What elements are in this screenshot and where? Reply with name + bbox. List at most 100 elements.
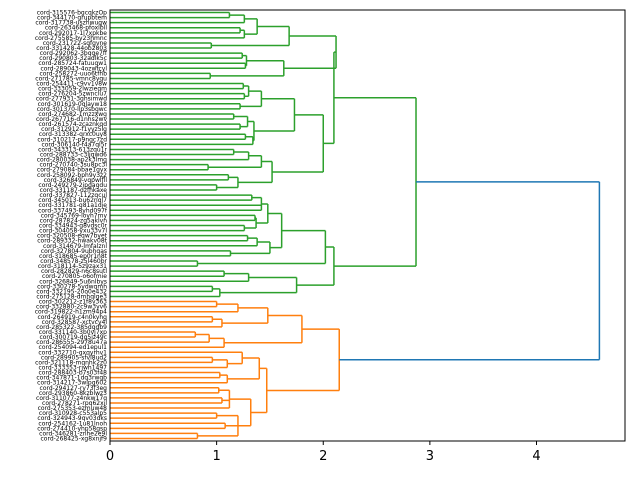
dendrogram-link (110, 303, 239, 313)
leaf-label: cord-270740-3su8pc3l (39, 162, 107, 169)
dendrogram-link (296, 246, 335, 286)
leaf-label: cord-258272-uuo6tfhb (39, 70, 107, 77)
dendrogram-link (110, 432, 199, 440)
dendrogram-link (110, 113, 235, 120)
leaf-label: cord-330278-5ydwqmh (37, 283, 107, 290)
dendrogram-link (253, 97, 296, 132)
dendrogram-link (110, 374, 229, 384)
dendrogram-link (110, 163, 209, 171)
leaf-label: cord-313382-qrxc0uy8 (39, 131, 107, 138)
dendrogram-link (244, 18, 258, 35)
dendrogram-link (110, 331, 197, 338)
dendrogram-link (219, 276, 298, 294)
dendrogram-link (210, 59, 285, 77)
dendrogram-link (110, 316, 214, 323)
dendrogram-link (110, 103, 241, 110)
leaf-label: cord-343313-613zqu1r (38, 146, 107, 153)
leaf-label: cord-320508-eqw7byet (37, 233, 108, 240)
leaf-label: cord-333059-2lwzieqm (38, 86, 107, 93)
dendrogram-link (110, 237, 258, 247)
leaf-label: cord-278271-rpq62xjl (42, 400, 107, 407)
leaf-label: cord-258092-bph9y3z2 (37, 172, 107, 179)
leaf-label: cord-348578-z5l460br (40, 258, 107, 265)
leaf-label: cord-274410-yhp58gsp (37, 425, 107, 432)
dendrogram-link (250, 367, 268, 414)
leaf-label: cord-311077-z4nkw17q (36, 395, 107, 402)
dendrogram-link (333, 97, 417, 267)
dendrogram-link (110, 359, 229, 369)
leaf-label: cord-333353-rjwh1497 (39, 364, 108, 371)
dendrogram-link (110, 196, 263, 212)
dendrogram-link (272, 114, 325, 173)
leaf-label: cord-285322-385dgdb9 (36, 324, 107, 331)
leaf-label: cord-292017-1l7xpkbe (39, 30, 107, 37)
x-axis-ticks: 0 1 2 3 4 (106, 441, 541, 464)
leaf-label: cord-249279-2ipgagdu (38, 182, 107, 189)
leaf-label: cord-275128-dmhqlge3 (36, 293, 107, 300)
leaf-label: cord-324943-9qv03dks (37, 415, 107, 422)
leaf-label: cord-289332-hwakv08t (37, 238, 107, 245)
leaf-label: cord-254162-1u81lnoh (38, 420, 107, 427)
leaf-label: cord-312912-f1yyz5lg (41, 126, 107, 133)
dendrogram-link (110, 224, 246, 232)
leaf-label: cord-275353-ezmuw48 (38, 405, 108, 412)
leaf-label: cord-331428-44ob2803 (36, 45, 107, 52)
leaf-label: cord-277931-3ghsimwd (36, 96, 107, 103)
dendrogram-link (229, 398, 252, 427)
leaf-label: cord-318114-5z9zax31 (38, 263, 107, 270)
dendrogram-link (110, 29, 246, 39)
dendrogram-link (110, 151, 250, 161)
dendrogram-link (110, 389, 231, 409)
dendrogram-link (227, 357, 261, 380)
dendrogram-link (110, 92, 246, 100)
dendrogram-link (339, 181, 601, 361)
leaf-label: cord-300719-dg5jz49c (39, 334, 107, 341)
dendrogram-link (110, 72, 211, 80)
dendrogram-link (110, 270, 225, 277)
leaf-label: cord-326849-5u6nlbys (39, 278, 107, 285)
leaf-label: cord-331781-g81a1dje (39, 202, 108, 209)
dendrogram-link (197, 414, 239, 437)
leaf-label: cord-332880-2c9w3yv6 (36, 304, 107, 311)
dendrogram-link (221, 307, 269, 324)
dendrogram-link (110, 11, 231, 19)
dendrogram-link (110, 250, 232, 257)
leaf-label: cord-345013-bu62nql7 (38, 197, 107, 204)
leaf-label: cord-254094-ed1epul1 (39, 344, 108, 351)
leaf-label: cord-331187-dzfhkaxe (40, 187, 108, 194)
dendrogram-link (237, 160, 273, 184)
leaf-labels: cord-315576-bgcqkzOpcord-344170-grupbtem… (35, 10, 108, 443)
dendrogram-link (110, 52, 243, 59)
leaf-label: cord-254411-c9vv1v8w (36, 81, 107, 88)
dendrogram-link (110, 194, 253, 201)
dendrogram-link (216, 176, 239, 189)
dendrogram-link (242, 54, 248, 67)
leaf-label: cord-285724-fatuugw1 (38, 60, 107, 67)
x-tick-label: 0 (106, 449, 114, 464)
leaf-label: cord-287824-zg5aklvn (40, 217, 108, 224)
leaf-label: cord-261574-zcaznkqd (38, 121, 107, 128)
dendrogram-link (110, 136, 254, 146)
dendrogram-link (110, 333, 210, 343)
leaf-label: cord-274682-1mzzxwg (38, 111, 107, 118)
leaf-label: cord-270805-o6ofmie (42, 273, 107, 280)
dendrogram-link (256, 203, 269, 224)
dendrogram-link (110, 42, 213, 49)
dendrogram-link (110, 272, 250, 283)
dendrogram-link (110, 318, 223, 328)
dendrogram-link (266, 328, 340, 392)
leaf-label: cord-275585-by23hmnc (35, 35, 107, 42)
leaf-label: cord-337827-112zqcul (39, 192, 107, 199)
dendrogram-link (110, 412, 218, 419)
leaf-label: cord-294127-ry73f3eg (40, 385, 108, 392)
dendrogram-link (110, 214, 256, 222)
leaf-label: cord-347871-1dq3rwqb (36, 375, 107, 382)
leaf-label: cord-314217-3wlpg602 (37, 380, 107, 387)
leaf-label: cord-282829-n6c8sutl (41, 268, 107, 275)
plot-frame (109, 9, 626, 442)
dendrogram-link (110, 14, 246, 24)
dendrogram-link (110, 260, 199, 267)
dendrogram-link (110, 174, 230, 181)
leaf-label: cord-286555-2978u47a (36, 339, 107, 346)
dendrogram-link (110, 387, 220, 394)
